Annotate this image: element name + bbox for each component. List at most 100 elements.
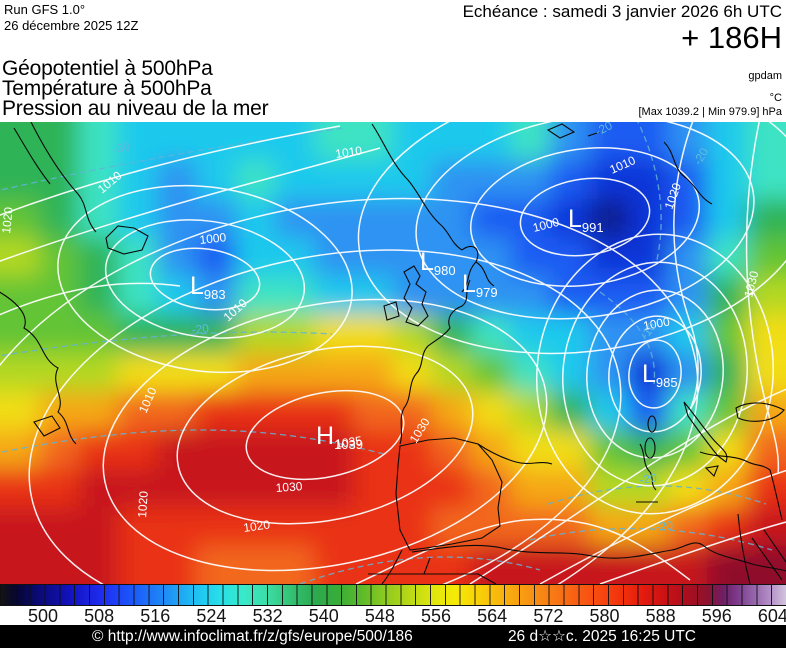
field-cell bbox=[117, 468, 159, 508]
field-cell bbox=[353, 507, 394, 547]
field-cell bbox=[275, 122, 316, 162]
field-cell bbox=[39, 545, 80, 585]
field-cell bbox=[314, 430, 355, 470]
field-cell bbox=[0, 160, 41, 200]
field-cell bbox=[589, 199, 630, 239]
field-cell bbox=[393, 199, 434, 239]
field-cell bbox=[275, 314, 316, 354]
field-cell bbox=[668, 276, 709, 316]
field-cell bbox=[0, 507, 41, 547]
field-cell bbox=[746, 160, 786, 200]
unit-celsius: °C bbox=[769, 92, 782, 104]
field-cell bbox=[275, 468, 316, 508]
field-cell bbox=[707, 314, 748, 354]
field-cell bbox=[510, 507, 552, 547]
field-cell bbox=[235, 160, 277, 200]
field-cell bbox=[117, 430, 159, 470]
colorbar-tick: 572 bbox=[533, 606, 564, 626]
field-cell bbox=[157, 507, 198, 547]
field-cell bbox=[393, 276, 434, 316]
field-cell bbox=[550, 199, 591, 239]
field-cell bbox=[628, 160, 670, 200]
field-cell bbox=[353, 545, 394, 585]
field-cell bbox=[78, 122, 119, 162]
coastlines bbox=[0, 119, 786, 585]
temperature-label: -20 bbox=[638, 471, 657, 487]
field-cell bbox=[510, 160, 552, 200]
field-cell bbox=[157, 122, 198, 162]
field-cell bbox=[78, 545, 119, 585]
field-cell bbox=[39, 468, 80, 508]
field-cell bbox=[746, 237, 786, 277]
field-cell bbox=[39, 199, 80, 239]
field-cell bbox=[393, 507, 434, 547]
field-cell bbox=[275, 507, 316, 547]
colorbar-tick: 508 bbox=[84, 606, 115, 626]
field-cell bbox=[353, 468, 394, 508]
field-cell bbox=[393, 353, 434, 393]
map-titles: Géopotentiel à 500hPa Température à 500h… bbox=[2, 57, 269, 119]
field-cell bbox=[471, 353, 512, 393]
field-cell bbox=[235, 237, 277, 277]
field-cell bbox=[550, 122, 591, 162]
field-cell bbox=[707, 468, 748, 508]
source-url: © http://www.infoclimat.fr/z/gfs/europe/… bbox=[92, 627, 413, 645]
field-cell bbox=[510, 468, 552, 508]
color-scale-ticks: 500 508 516 524 532 540 548 556 564 572 580 588 596 6… bbox=[0, 606, 786, 626]
colorbar-tick: 564 bbox=[477, 606, 508, 626]
field-cell bbox=[78, 353, 119, 393]
color-scale-cell-grid bbox=[0, 585, 786, 605]
field-cell bbox=[628, 430, 670, 470]
pressure-max-min: [Max 1039.2 | Min 979.9] hPa bbox=[638, 106, 783, 118]
field-cell bbox=[196, 430, 237, 470]
pressure-center-L983: L983 bbox=[190, 272, 226, 302]
field-cell bbox=[589, 391, 630, 431]
field-cell bbox=[157, 468, 198, 508]
field-cell bbox=[0, 199, 41, 239]
field-cell bbox=[589, 122, 630, 162]
field-cell bbox=[589, 468, 630, 508]
field-cell bbox=[432, 391, 473, 431]
field-cell bbox=[235, 545, 277, 585]
field-cell bbox=[471, 468, 512, 508]
title-geopotential: Géopotentiel à 500hPa bbox=[2, 57, 213, 80]
colorbar-tick: 596 bbox=[701, 606, 732, 626]
field-cell bbox=[196, 160, 237, 200]
field-cell bbox=[78, 237, 119, 277]
field-cell bbox=[196, 507, 237, 547]
isobar-label: 1000 bbox=[199, 230, 227, 247]
field-cell bbox=[0, 468, 41, 508]
field-cell bbox=[471, 430, 512, 470]
colorbar-tick: 516 bbox=[140, 606, 171, 626]
geopotential-color-scale bbox=[0, 584, 786, 606]
field-cell bbox=[550, 160, 591, 200]
field-cell bbox=[707, 160, 748, 200]
field-cell bbox=[353, 430, 394, 470]
field-cell bbox=[39, 314, 80, 354]
field-cell bbox=[668, 507, 709, 547]
field-cell bbox=[393, 468, 434, 508]
field-cell bbox=[0, 391, 41, 431]
isobar-label: 1020 bbox=[0, 206, 16, 234]
field-cell bbox=[314, 122, 355, 162]
field-cell bbox=[117, 276, 159, 316]
isobar-label: 1035 bbox=[334, 433, 363, 451]
field-cell bbox=[550, 276, 591, 316]
field-cell bbox=[0, 353, 41, 393]
field-cell bbox=[117, 507, 159, 547]
colorbar-tick: 524 bbox=[196, 606, 227, 626]
colorbar-tick: 532 bbox=[252, 606, 283, 626]
field-cell bbox=[353, 160, 394, 200]
field-cell bbox=[393, 237, 434, 277]
field-cell bbox=[0, 314, 41, 354]
field-cell bbox=[510, 391, 552, 431]
isobar-label: 1020 bbox=[135, 490, 151, 518]
run-info: Run GFS 1.0° 26 décembre 2025 12Z bbox=[4, 2, 138, 34]
field-cell bbox=[628, 353, 670, 393]
forecast-step: + 186H bbox=[681, 20, 782, 55]
run-date: 26 décembre 2025 12Z bbox=[4, 18, 139, 33]
field-cell bbox=[471, 160, 512, 200]
weather-map-svg: 1010101010001000101010201010101010351030… bbox=[0, 79, 786, 648]
field-cell bbox=[196, 122, 237, 162]
field-cell bbox=[432, 314, 473, 354]
